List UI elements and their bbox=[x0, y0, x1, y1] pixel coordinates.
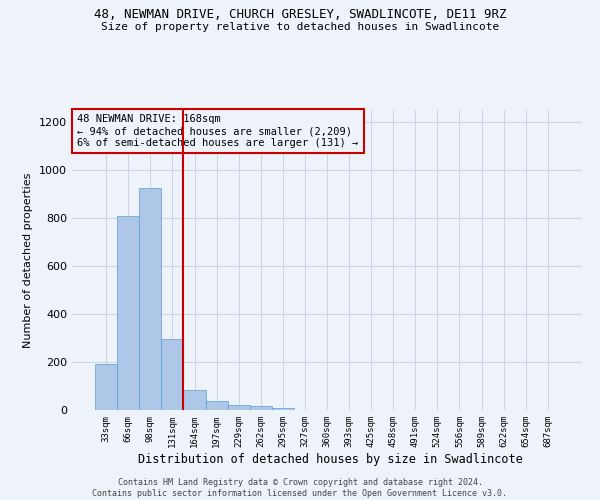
Bar bbox=[95, 364, 117, 410]
Text: 48, NEWMAN DRIVE, CHURCH GRESLEY, SWADLINCOTE, DE11 9RZ: 48, NEWMAN DRIVE, CHURCH GRESLEY, SWADLI… bbox=[94, 8, 506, 20]
Text: 48 NEWMAN DRIVE: 168sqm
← 94% of detached houses are smaller (2,209)
6% of semi-: 48 NEWMAN DRIVE: 168sqm ← 94% of detache… bbox=[77, 114, 358, 148]
Text: Contains HM Land Registry data © Crown copyright and database right 2024.
Contai: Contains HM Land Registry data © Crown c… bbox=[92, 478, 508, 498]
Bar bbox=[161, 339, 184, 410]
Bar bbox=[184, 390, 206, 410]
Bar bbox=[250, 406, 272, 410]
Bar bbox=[272, 408, 294, 410]
Bar bbox=[117, 216, 139, 410]
Bar bbox=[206, 402, 227, 410]
Text: Size of property relative to detached houses in Swadlincote: Size of property relative to detached ho… bbox=[101, 22, 499, 32]
Bar bbox=[227, 405, 250, 410]
Y-axis label: Number of detached properties: Number of detached properties bbox=[23, 172, 34, 348]
Text: Distribution of detached houses by size in Swadlincote: Distribution of detached houses by size … bbox=[137, 452, 523, 466]
Bar bbox=[139, 188, 161, 410]
